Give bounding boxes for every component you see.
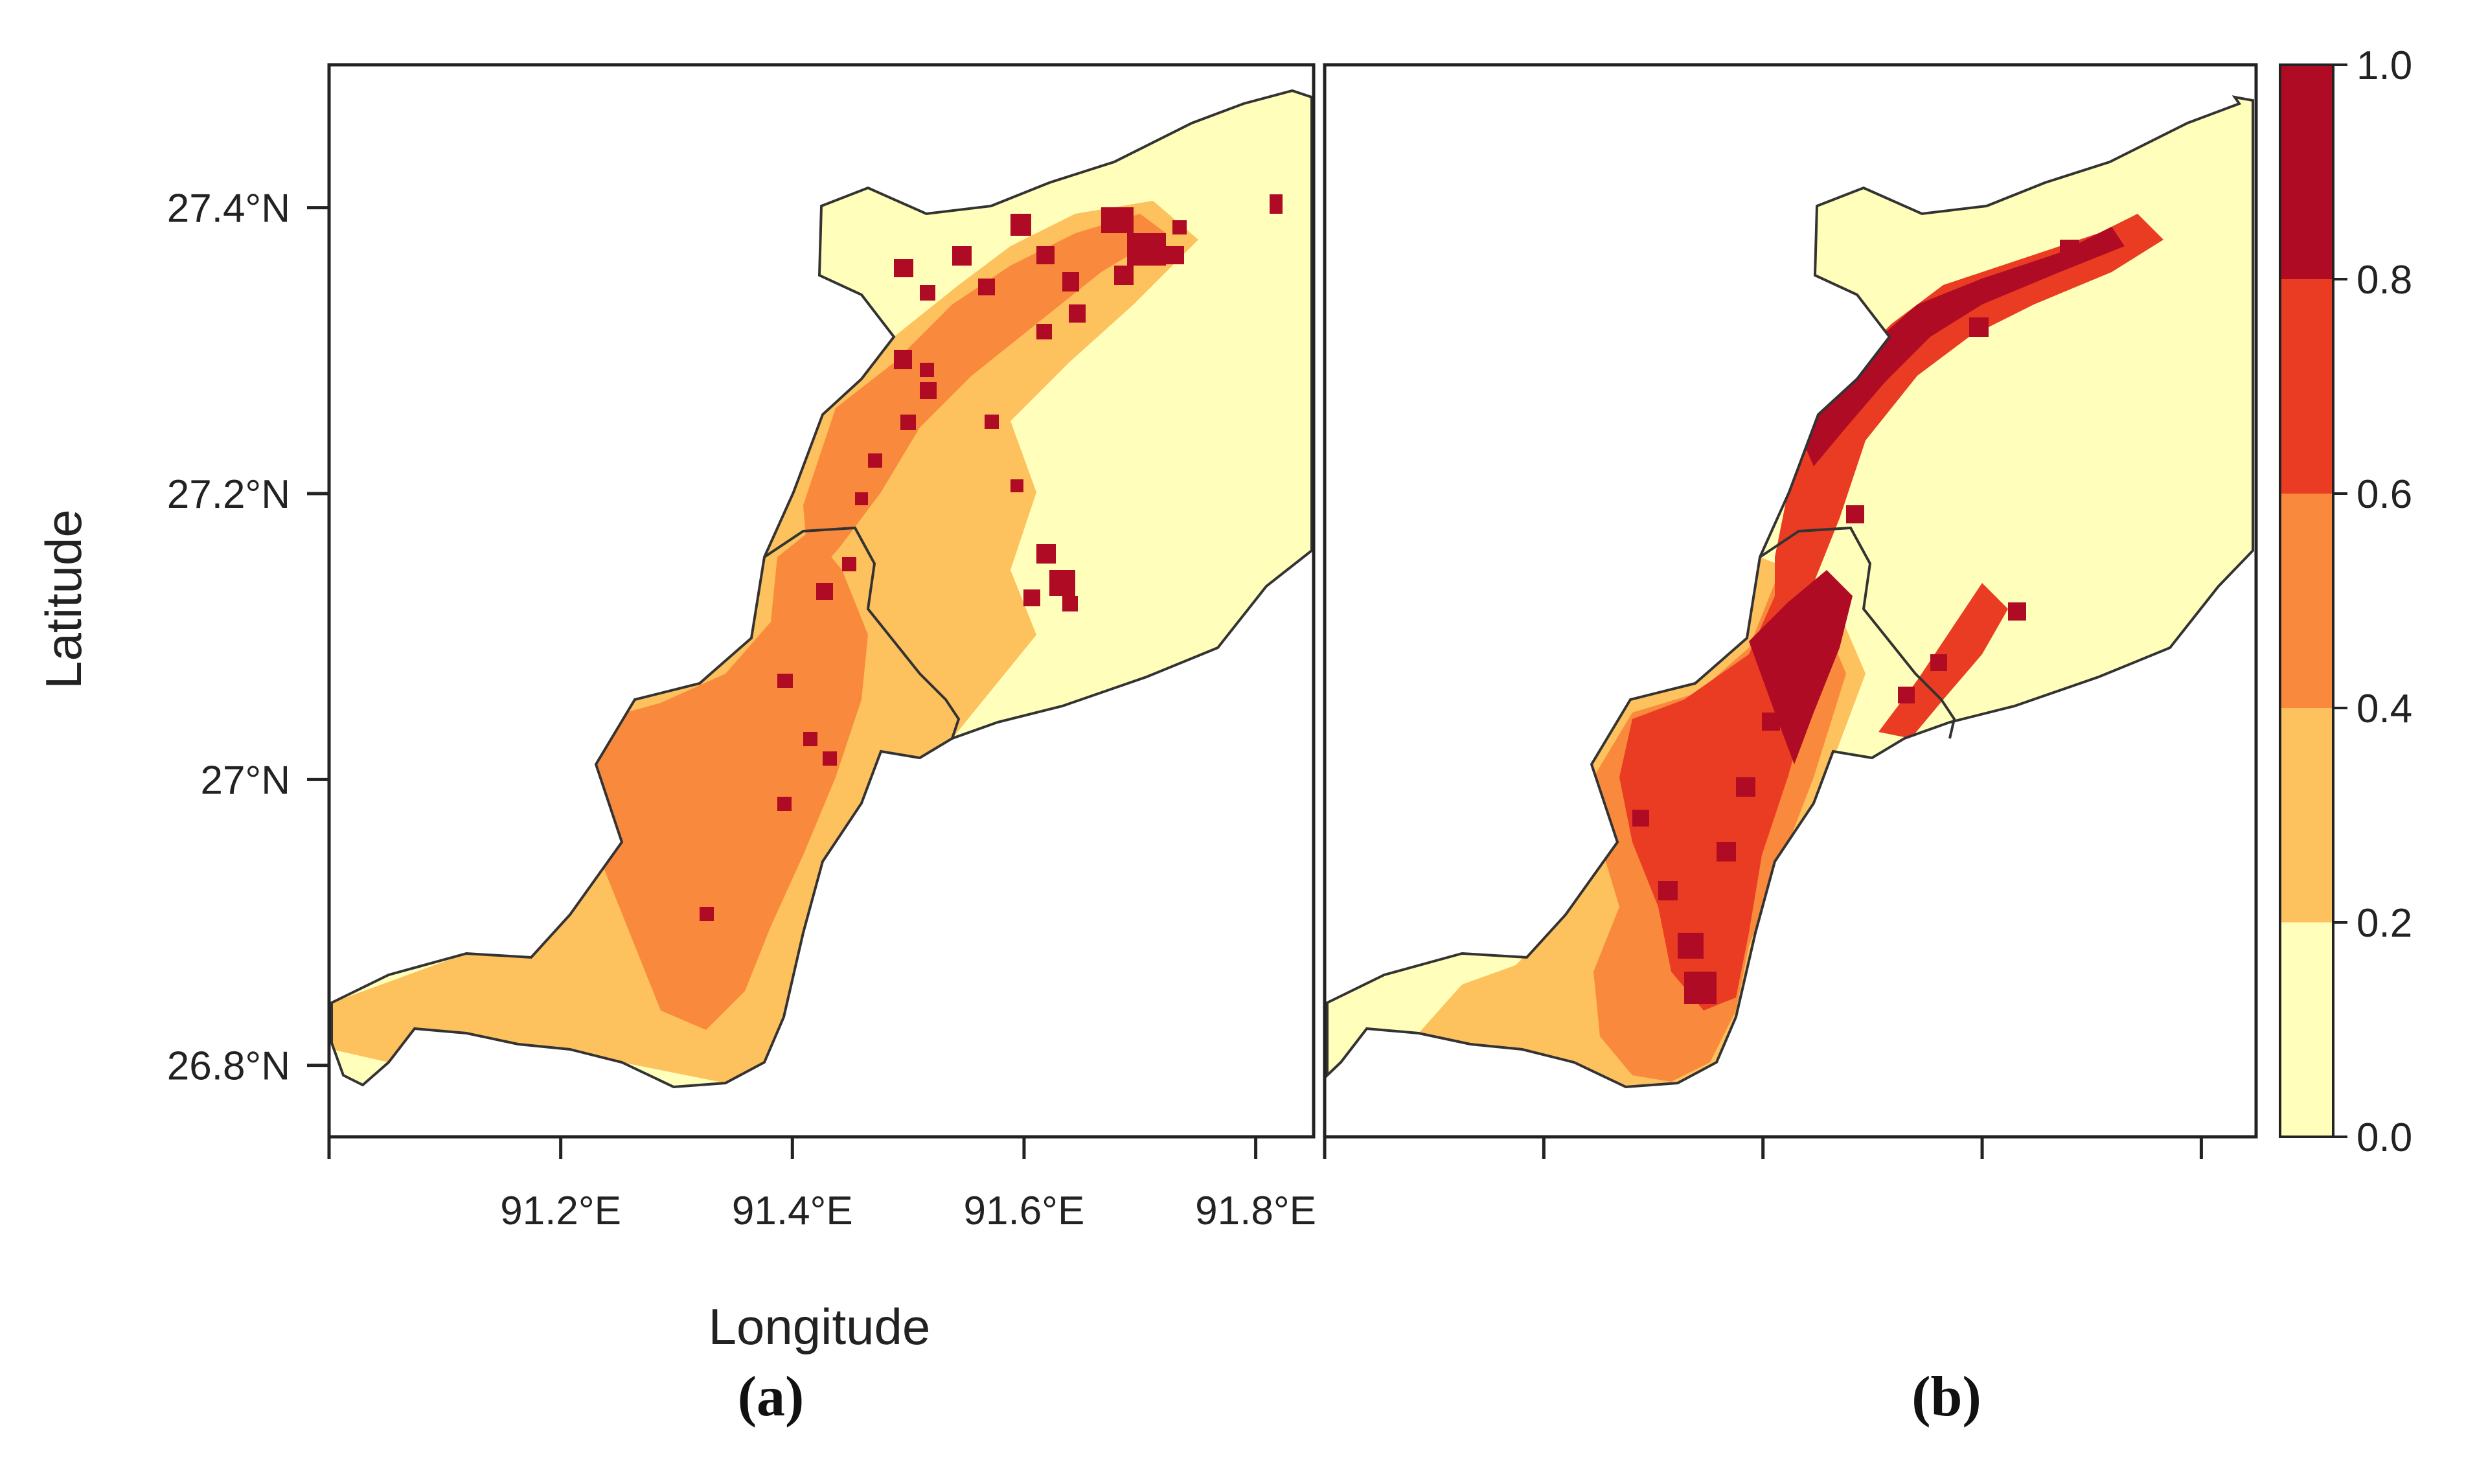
x-tick-label: 91.4°E — [732, 1189, 853, 1233]
colorbar-bin — [2280, 708, 2333, 922]
colorbar-tick-label: 0.8 — [2357, 258, 2412, 303]
x-axis-title: Longitude — [709, 1298, 931, 1355]
y-tick-label: 27°N — [200, 758, 290, 803]
x-tick-label: 91.6°E — [964, 1189, 1085, 1233]
y-tick-label: 27.2°N — [167, 472, 290, 517]
colorbar: 0.0 0.2 0.4 0.6 0.8 1.0 — [2279, 43, 2412, 1160]
x-tick-label: 91.8°E — [1195, 1189, 1316, 1233]
x-axis-panel-b — [1323, 1137, 2203, 1159]
y-axis: 26.8°N 27°N 27.2°N 27.4°N — [167, 65, 331, 1137]
colorbar-tick-label: 0.4 — [2357, 687, 2412, 731]
colorbar-tick-label: 0.0 — [2357, 1115, 2412, 1160]
panel-a-label: (a) — [738, 1365, 805, 1428]
panel-a-map — [330, 89, 1313, 1088]
panel-b-frame — [1323, 63, 2258, 1139]
y-axis-title: Latitude — [35, 509, 92, 689]
colorbar-bin — [2280, 65, 2333, 279]
x-tick-label: 91.2°E — [500, 1189, 621, 1233]
colorbar-tick-label: 1.0 — [2357, 43, 2412, 88]
colorbar-bin — [2280, 922, 2333, 1137]
panel-b-map — [1326, 96, 2254, 1088]
colorbar-tick-label: 0.6 — [2357, 472, 2412, 517]
panel-b-label: (b) — [1912, 1365, 1981, 1428]
colorbar-frame — [2279, 63, 2334, 1138]
colorbar-tick-label: 0.2 — [2357, 901, 2412, 946]
colorbar-bin — [2280, 494, 2333, 708]
colorbar-bin — [2280, 279, 2333, 494]
y-tick-label: 27.4°N — [167, 187, 290, 231]
y-tick-label: 26.8°N — [167, 1044, 290, 1089]
x-axis: 91.2°E 91.4°E 91.6°E 91.8°E — [327, 1135, 1316, 1233]
